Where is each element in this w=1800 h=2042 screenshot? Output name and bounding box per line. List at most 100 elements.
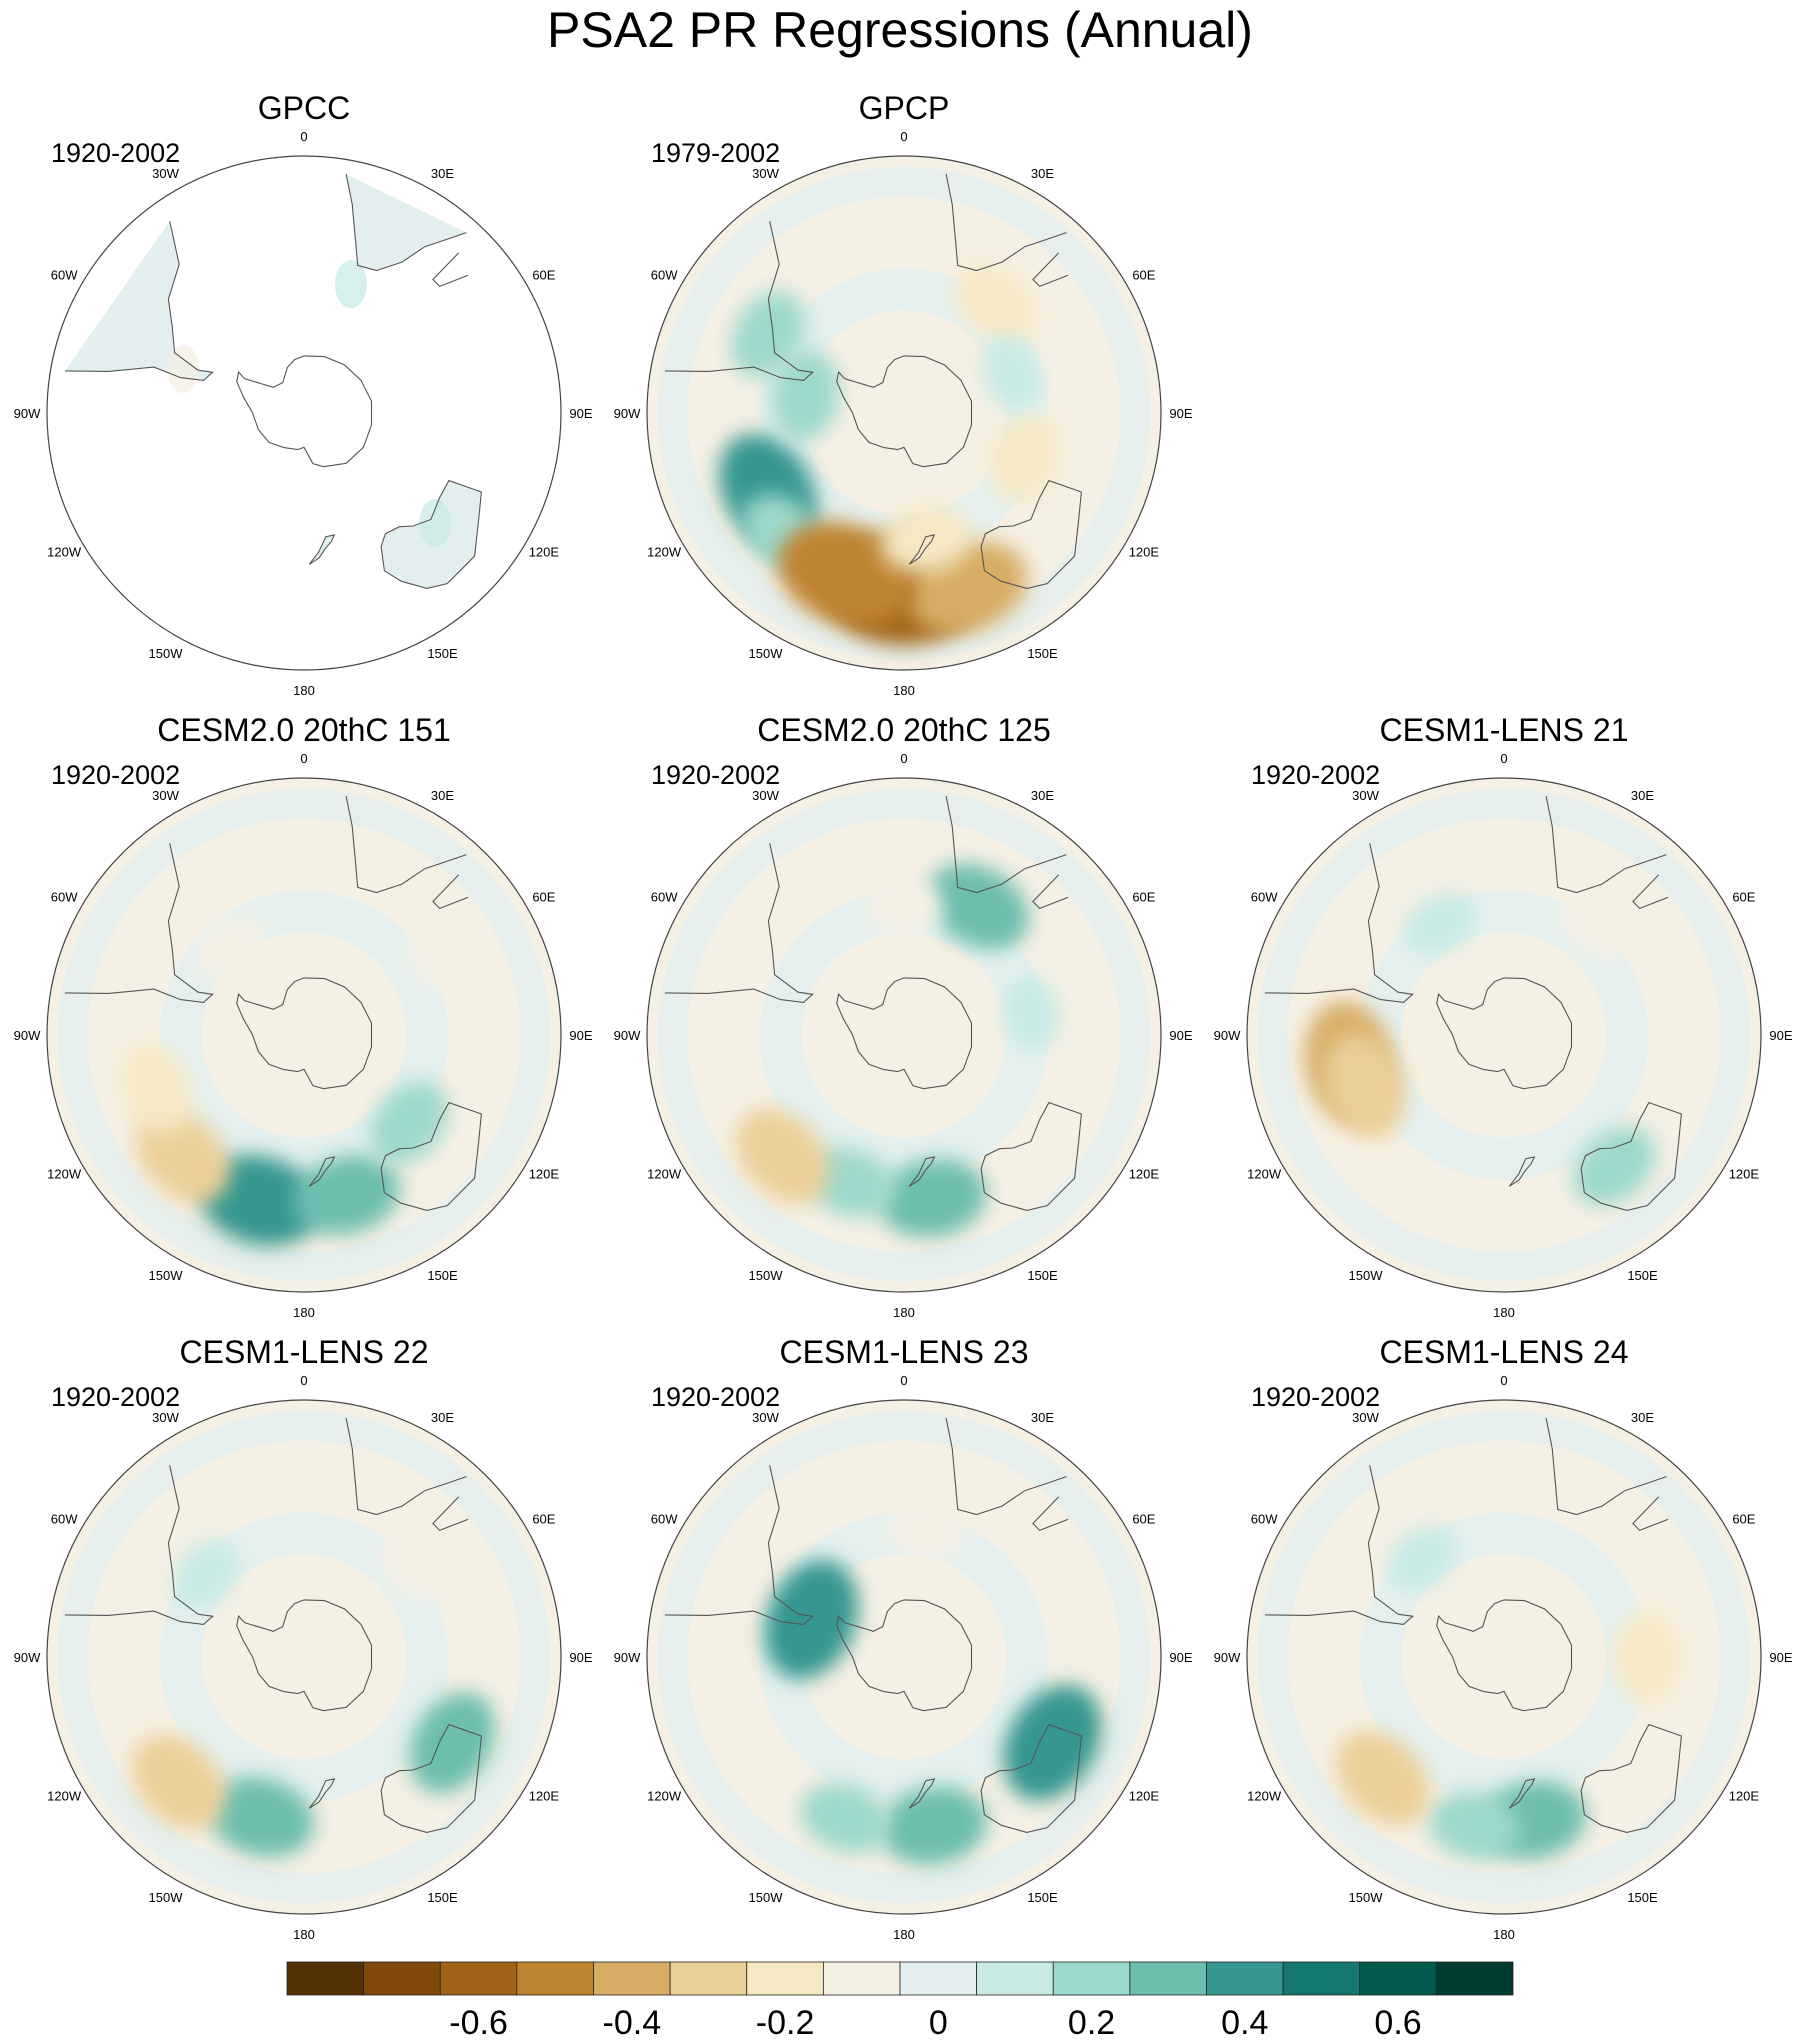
- anomaly-region: [731, 291, 805, 378]
- colorbar-bin: [1282, 1961, 1361, 1996]
- anomaly-region: [880, 506, 973, 574]
- anomaly-band: [159, 1512, 449, 1802]
- longitude-label: 60E: [532, 1512, 555, 1527]
- coastline: [1508, 1778, 1536, 1809]
- longitude-label: 30W: [752, 788, 779, 803]
- anomaly-region: [380, 1530, 446, 1600]
- longitude-label: 60W: [651, 268, 678, 283]
- anomaly-region: [1323, 1033, 1406, 1139]
- coastline: [1632, 874, 1669, 910]
- coastline: [1508, 1156, 1536, 1187]
- longitude-label: 90W: [614, 1028, 641, 1043]
- anomaly-region: [954, 264, 1038, 343]
- colorbar-bin: [1359, 1961, 1437, 1996]
- polar-map: 0 30E 60E 90E 120E 150E 180 150W 120W 90W 60W 30W: [14, 1373, 593, 1942]
- panel-lens-23: CESM1-LENS 23 1920-2002 0 30E 60E 90E 120E 15…: [604, 1334, 1204, 1944]
- longitude-label: 120W: [47, 1167, 82, 1182]
- colorbar-tick-label: 0.6: [1374, 2004, 1421, 2042]
- map-boundary: [1246, 1399, 1762, 1915]
- longitude-label: 60E: [532, 268, 555, 283]
- map-boundary: [46, 1399, 562, 1915]
- longitude-label: 180: [293, 1305, 315, 1320]
- longitude-label: 30W: [1352, 1410, 1379, 1425]
- coastline: [1580, 1723, 1682, 1833]
- longitude-label: 0: [1500, 1373, 1507, 1388]
- anomaly-region: [1003, 1684, 1102, 1801]
- longitude-label: 120W: [1247, 1167, 1282, 1182]
- colorbar-bin: [1206, 1961, 1284, 1996]
- panel-title: CESM1-LENS 21: [1379, 712, 1629, 748]
- coastline: [64, 843, 214, 1003]
- map-boundary: [646, 155, 1162, 671]
- panel-period: 1920-2002: [1251, 1382, 1381, 1412]
- anomaly-band: [57, 788, 551, 1282]
- longitude-label: 120W: [647, 1789, 682, 1804]
- coastline: [64, 1465, 214, 1625]
- longitude-label: 0: [300, 129, 307, 144]
- longitude-label: 150W: [149, 646, 184, 661]
- map-boundary: [46, 777, 562, 1293]
- anomaly-region: [1336, 1731, 1430, 1825]
- panel-period: 1920-2002: [1251, 760, 1381, 790]
- longitude-label: 120E: [1129, 545, 1160, 560]
- polar-map: 0 30E 60E 90E 120E 150E 180 150W 120W 90W 60W 30W: [14, 751, 593, 1320]
- polar-map: 0 30E 60E 90E 120E 150E 180 150W 120W 90W 60W 30W: [614, 129, 1193, 698]
- longitude-label: 90E: [569, 1650, 592, 1665]
- coastline: [908, 534, 936, 565]
- coastline: [945, 795, 1067, 894]
- longitude-label: 30E: [1031, 166, 1054, 181]
- longitude-label: 90E: [569, 406, 592, 421]
- panel-lens-21: CESM1-LENS 21 1920-2002 0 30E 60E 90E 120E 15…: [1204, 712, 1800, 1322]
- longitude-label: 60W: [651, 890, 678, 905]
- anomaly-band: [159, 890, 449, 1180]
- polar-map: 0 30E 60E 90E 120E 150E 180 150W 120W 90W 60W 30W: [1214, 1373, 1793, 1942]
- longitude-label: 180: [893, 1927, 915, 1942]
- longitude-label: 150W: [149, 1268, 184, 1283]
- panel-gpcp: GPCP 1979-2002 0 30E 60E 90E 120E 150E 180 150W…: [604, 90, 1204, 700]
- longitude-label: 0: [900, 1373, 907, 1388]
- coastline: [432, 252, 469, 288]
- anomaly-region: [1613, 1610, 1680, 1704]
- anomaly-band: [657, 788, 1151, 1282]
- longitude-label: 150E: [427, 1890, 458, 1905]
- anomaly-region: [880, 1786, 988, 1865]
- longitude-label: 150E: [1027, 1268, 1058, 1283]
- longitude-label: 120E: [529, 545, 560, 560]
- anomaly-band: [1257, 788, 1751, 1282]
- longitude-label: 0: [300, 751, 307, 766]
- longitude-label: 60E: [1732, 1512, 1755, 1527]
- anomaly-region: [199, 1155, 321, 1246]
- longitude-label: 150E: [1027, 1890, 1058, 1905]
- longitude-label: 120E: [529, 1789, 560, 1804]
- colorbar-tick-label: 0.2: [1068, 2004, 1115, 2042]
- longitude-label: 120E: [529, 1167, 560, 1182]
- figure-title: PSA2 PR Regressions (Annual): [547, 2, 1253, 58]
- longitude-label: 120E: [1129, 1167, 1160, 1182]
- coastline: [1264, 843, 1414, 1003]
- coastline: [1632, 1496, 1669, 1532]
- longitude-label: 120W: [647, 1167, 682, 1182]
- panel-title: CESM1-LENS 24: [1379, 1334, 1629, 1370]
- longitude-label: 30W: [152, 1410, 179, 1425]
- panel-period: 1920-2002: [651, 760, 781, 790]
- colorbar-bin: [899, 1961, 978, 1996]
- longitude-label: 120W: [1247, 1789, 1282, 1804]
- anomaly-region: [409, 920, 471, 993]
- panel-title: CESM2.0 20thC 125: [757, 712, 1051, 748]
- longitude-label: 0: [900, 129, 907, 144]
- coastline: [1580, 1101, 1682, 1211]
- longitude-label: 90W: [14, 1650, 41, 1665]
- longitude-label: 30W: [752, 166, 779, 181]
- longitude-label: 90W: [614, 406, 641, 421]
- panel-title: CESM1-LENS 23: [779, 1334, 1029, 1370]
- colorbar-bin: [593, 1961, 671, 1996]
- coastline: [64, 221, 214, 381]
- coastline: [908, 1778, 936, 1809]
- coastline: [1032, 874, 1069, 910]
- longitude-label: 180: [293, 1927, 315, 1942]
- longitude-label: 90E: [1769, 1650, 1792, 1665]
- anomaly-region: [1428, 1792, 1521, 1860]
- longitude-label: 180: [893, 1305, 915, 1320]
- longitude-label: 90E: [1169, 1028, 1192, 1043]
- anomaly-region: [369, 1081, 448, 1165]
